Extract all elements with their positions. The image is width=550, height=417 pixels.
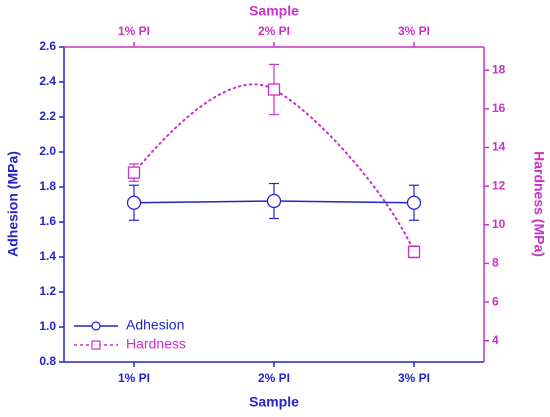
y2-tick-label: 18 xyxy=(492,62,506,76)
y2-tick-label: 4 xyxy=(492,333,499,347)
y-title: Adhesion (MPa) xyxy=(5,151,21,257)
y-tick-label: 1.4 xyxy=(39,249,56,263)
x-tick-label: 3% PI xyxy=(398,371,430,385)
y2-tick-label: 8 xyxy=(492,256,499,270)
y-tick-label: 2.6 xyxy=(39,39,56,53)
top-x-title: Sample xyxy=(249,3,299,19)
x-tick-label: 2% PI xyxy=(258,371,290,385)
marker xyxy=(267,83,281,96)
legend-marker xyxy=(91,321,101,331)
y-tick-label: 0.8 xyxy=(39,354,56,368)
marker xyxy=(407,245,421,258)
top-x-tick-label: 1% PI xyxy=(118,24,150,38)
marker xyxy=(406,195,422,210)
y-tick-label: 2.2 xyxy=(39,109,56,123)
y2-tick-label: 12 xyxy=(492,178,506,192)
marker xyxy=(127,166,141,179)
y2-tick-label: 10 xyxy=(492,217,506,231)
legend-marker xyxy=(91,340,101,350)
x-title: Sample xyxy=(249,394,299,410)
y-tick-label: 1.0 xyxy=(39,319,56,333)
y2-title: Hardness (MPa) xyxy=(531,151,547,257)
legend-label: Hardness xyxy=(126,336,186,352)
y-tick-label: 2.4 xyxy=(39,74,56,88)
y-tick-label: 1.2 xyxy=(39,284,56,298)
legend-label: Adhesion xyxy=(126,317,184,333)
y2-tick-label: 14 xyxy=(492,140,506,154)
y2-tick-label: 16 xyxy=(492,101,506,115)
y2-tick-label: 6 xyxy=(492,294,499,308)
x-tick-label: 1% PI xyxy=(118,371,150,385)
series-line xyxy=(133,83,415,253)
top-x-tick-label: 3% PI xyxy=(398,24,430,38)
marker xyxy=(126,195,142,210)
y-tick-label: 1.8 xyxy=(39,179,56,193)
y-tick-label: 2.0 xyxy=(39,144,56,158)
marker xyxy=(266,193,282,209)
top-x-tick-label: 2% PI xyxy=(258,24,290,38)
y-tick-label: 1.6 xyxy=(39,214,56,228)
